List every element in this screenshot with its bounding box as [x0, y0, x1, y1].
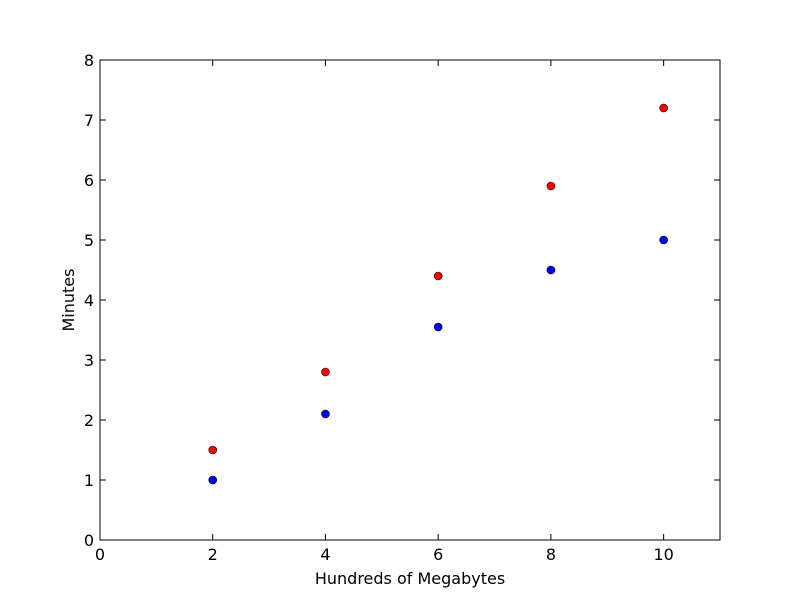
y-tick-label: 1 [84, 471, 94, 490]
red-data-point [433, 271, 443, 281]
y-tick-label: 6 [84, 171, 94, 190]
blue-data-point [433, 322, 443, 332]
y-axis-label: Minutes [59, 269, 78, 332]
x-axis-label: Hundreds of Megabytes [315, 569, 505, 588]
blue-data-point [321, 409, 330, 419]
red-data-point [321, 367, 330, 377]
y-tick-label: 5 [84, 231, 94, 250]
x-tick-label: 10 [653, 545, 673, 564]
y-tick-label: 8 [84, 51, 94, 70]
y-tick-label: 3 [84, 351, 94, 370]
red-data-point [208, 445, 218, 455]
blue-data-point [208, 475, 218, 485]
x-tick-label: 6 [433, 545, 443, 564]
blue-data-point [659, 235, 668, 245]
y-tick-label: 4 [84, 291, 94, 310]
y-tick-label: 0 [84, 531, 94, 550]
y-tick-label: 7 [84, 111, 94, 130]
x-tick-label: 8 [546, 545, 556, 564]
ticks-layer [99, 59, 720, 541]
x-tick-label: 2 [208, 545, 218, 564]
blue-data-point [546, 265, 556, 275]
red-data-point [659, 103, 668, 113]
x-tick-label: 4 [320, 545, 330, 564]
red-data-point [546, 181, 556, 191]
tick-labels-layer: 0 2 4 6 8 10 0 1 2 3 4 5 6 7 8 [84, 51, 674, 564]
y-tick-label: 2 [84, 411, 94, 430]
points-layer [208, 103, 668, 485]
x-tick-label: 0 [95, 545, 105, 564]
